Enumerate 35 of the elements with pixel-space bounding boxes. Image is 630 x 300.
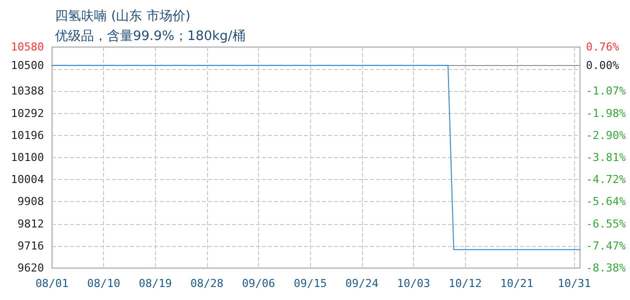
- y2-tick-label: 0.00%: [586, 58, 620, 72]
- y-tick-label: 10292: [10, 106, 44, 120]
- y2-tick-label: -5.64%: [586, 195, 626, 208]
- y2-tick-label: -4.72%: [586, 173, 626, 186]
- y2-tick-label: -8.38%: [586, 262, 626, 274]
- x-tick-label: 08/01: [35, 277, 69, 290]
- y2-tick-label: -1.07%: [586, 84, 626, 98]
- y-tick-label: 9716: [18, 239, 44, 252]
- y2-tick-label: -2.90%: [586, 128, 626, 142]
- x-tick-label: 10/21: [500, 277, 534, 290]
- y-tick-label: 9908: [18, 195, 44, 208]
- y-tick-label: 9620: [18, 262, 44, 274]
- x-tick-label: 09/24: [345, 277, 379, 290]
- chart-title: 四氢呋喃 (山东 市场价): [55, 9, 190, 24]
- chart-subtitle: 优级品，含量99.9%；180kg/桶: [55, 29, 246, 44]
- y-tick-label: 10388: [10, 84, 44, 98]
- y-tick-label: 10500: [10, 58, 44, 72]
- x-tick-label: 09/15: [294, 277, 327, 290]
- y-tick-label: 9812: [18, 217, 44, 230]
- y-tick-label: 10100: [10, 151, 44, 164]
- x-tick-label: 08/10: [87, 277, 120, 290]
- y2-tick-label: -3.81%: [586, 151, 626, 164]
- y2-tick-label: -1.98%: [586, 106, 626, 120]
- y-tick-label: 10580: [10, 40, 44, 54]
- y2-tick-label: 0.76%: [586, 40, 620, 54]
- x-tick-label: 10/12: [448, 277, 482, 290]
- x-tick-label: 08/28: [190, 277, 224, 290]
- x-tick-label: 10/31: [558, 277, 591, 290]
- x-tick-label: 10/03: [397, 277, 430, 290]
- y-tick-label: 10004: [10, 173, 44, 186]
- x-tick-label: 08/19: [138, 277, 172, 290]
- x-tick-label: 09/06: [242, 277, 276, 290]
- y2-tick-label: -7.47%: [586, 239, 626, 252]
- y2-tick-label: -6.55%: [586, 217, 626, 230]
- y-tick-label: 10196: [10, 128, 44, 142]
